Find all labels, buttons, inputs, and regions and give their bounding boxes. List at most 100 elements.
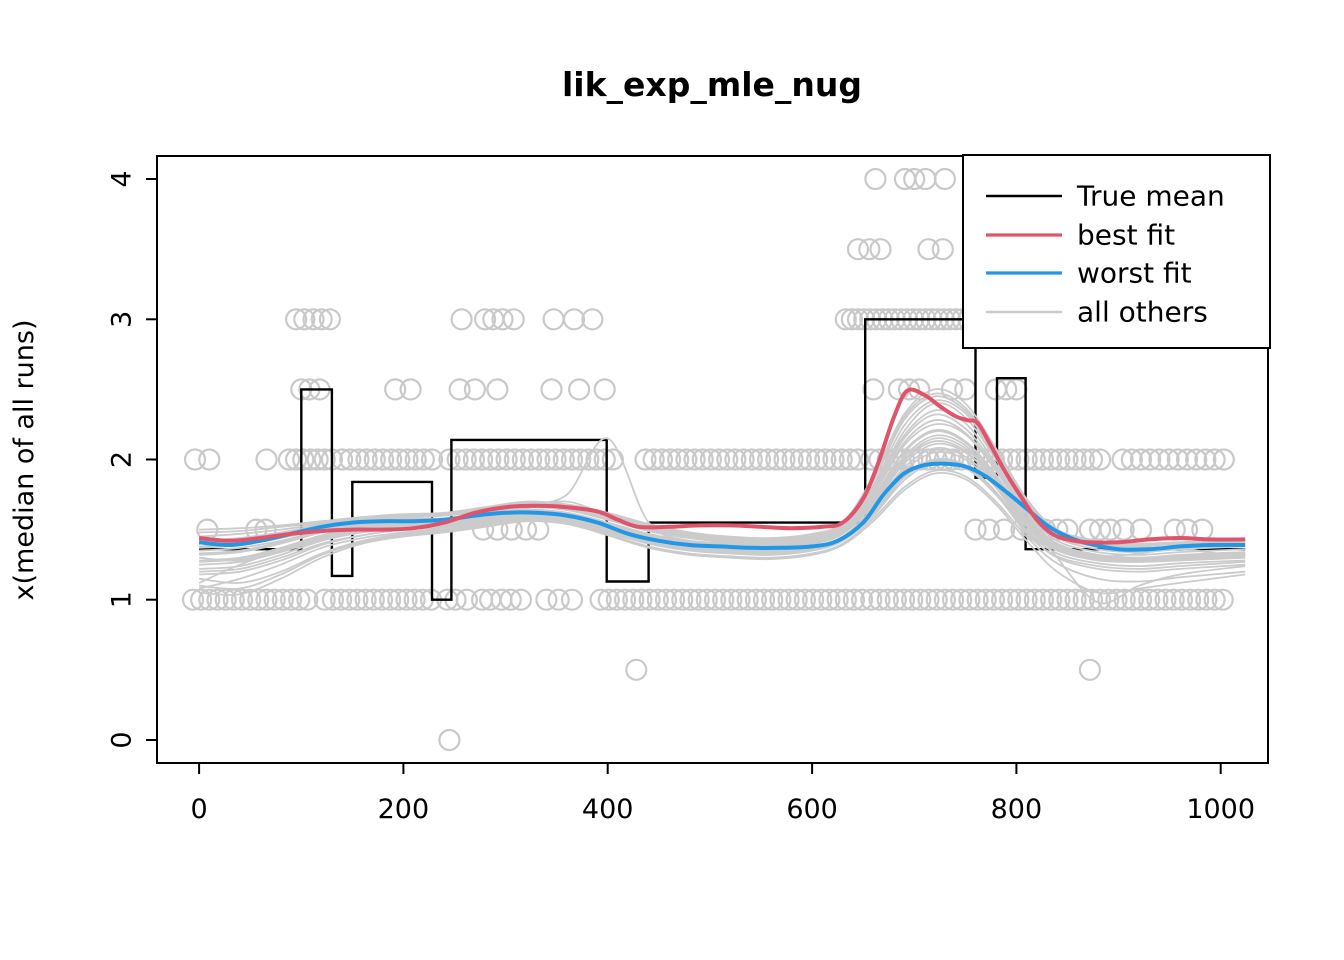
data-point (292, 448, 315, 471)
data-point (487, 448, 510, 471)
data-point (822, 448, 845, 471)
y-axis-label: x(median of all runs) (9, 320, 40, 601)
data-point (474, 308, 497, 331)
data-point (846, 238, 870, 261)
data-point (999, 588, 1022, 611)
data-point (931, 238, 954, 261)
legend-label-worst-fit: worst fit (1077, 257, 1192, 290)
data-point (720, 588, 743, 611)
data-point (1120, 448, 1143, 471)
data-point (567, 378, 591, 401)
data-point (313, 448, 336, 471)
data-point (183, 448, 207, 471)
data-point (1088, 518, 1112, 541)
data-point (1212, 448, 1235, 471)
x-tick-label: 400 (582, 794, 634, 825)
data-point (781, 448, 804, 471)
data-point (438, 448, 461, 471)
others-curve (199, 392, 1246, 546)
data-point (404, 448, 427, 471)
data-point (724, 448, 747, 471)
data-point (785, 588, 808, 611)
data-point (982, 588, 1006, 611)
data-point (388, 448, 411, 471)
data-point (797, 448, 821, 471)
data-point (255, 448, 278, 471)
legend-label-best-fit: best fit (1077, 219, 1175, 252)
y-tick-label: 3 (107, 311, 138, 328)
data-point (1112, 518, 1135, 541)
legend-label-true-mean: True mean (1076, 180, 1225, 213)
data-point (263, 588, 286, 611)
data-point (1031, 588, 1055, 611)
data-point (511, 448, 535, 471)
data-point (818, 588, 841, 611)
data-point (622, 588, 645, 611)
data-point (826, 588, 849, 611)
data-point (371, 448, 395, 471)
data-point (486, 378, 509, 401)
data-point (206, 588, 229, 611)
data-point (897, 378, 921, 401)
data-point (740, 448, 763, 471)
data-point (789, 448, 812, 471)
data-point (756, 448, 780, 471)
data-point (181, 588, 205, 611)
data-point (540, 378, 563, 401)
data-point (362, 588, 385, 611)
data-point (1129, 448, 1153, 471)
x-tick-label: 1000 (1186, 794, 1255, 825)
data-point (1162, 588, 1185, 611)
x-tick-label: 600 (786, 794, 838, 825)
data-point (198, 588, 221, 611)
data-point (463, 378, 486, 401)
data-point (395, 588, 418, 611)
data-point (834, 308, 857, 331)
data-point (479, 448, 502, 471)
data-point (625, 658, 648, 681)
data-point (909, 588, 932, 611)
data-point (1088, 448, 1112, 471)
data-point (671, 588, 694, 611)
data-point (810, 588, 833, 611)
data-point (1056, 588, 1079, 611)
data-point (862, 378, 885, 401)
data-point (654, 588, 678, 611)
data-point (1039, 448, 1063, 471)
data-point (1015, 588, 1038, 611)
data-point (535, 588, 558, 611)
x-tick-label: 200 (378, 794, 430, 825)
data-point (247, 588, 270, 611)
y-tick-label: 2 (107, 451, 138, 468)
data-point (901, 588, 924, 611)
data-point (279, 588, 303, 611)
data-point (354, 588, 377, 611)
data-point (966, 588, 989, 611)
data-point (687, 588, 710, 611)
data-point (703, 588, 727, 611)
data-point (914, 167, 937, 191)
data-point (840, 308, 864, 331)
data-point (321, 588, 344, 611)
others-curve (198, 459, 1246, 590)
data-point (302, 308, 325, 331)
data-point (552, 448, 575, 471)
data-point (190, 588, 213, 611)
data-point (560, 448, 584, 471)
data-point (876, 588, 899, 611)
data-point (1154, 588, 1177, 611)
data-point (1105, 588, 1128, 611)
worst-fit-layer (198, 461, 1246, 552)
data-point (1080, 588, 1104, 611)
data-point (438, 728, 461, 752)
legend: True mean best fit worst fit all others (962, 154, 1271, 349)
data-point (892, 588, 916, 611)
data-point (917, 238, 940, 261)
data-point (384, 378, 407, 401)
y-axis: 0 1 2 3 4 (107, 170, 157, 749)
data-point (1178, 588, 1202, 611)
data-point (933, 167, 957, 191)
data-point (830, 448, 853, 471)
data-point (1080, 448, 1104, 471)
